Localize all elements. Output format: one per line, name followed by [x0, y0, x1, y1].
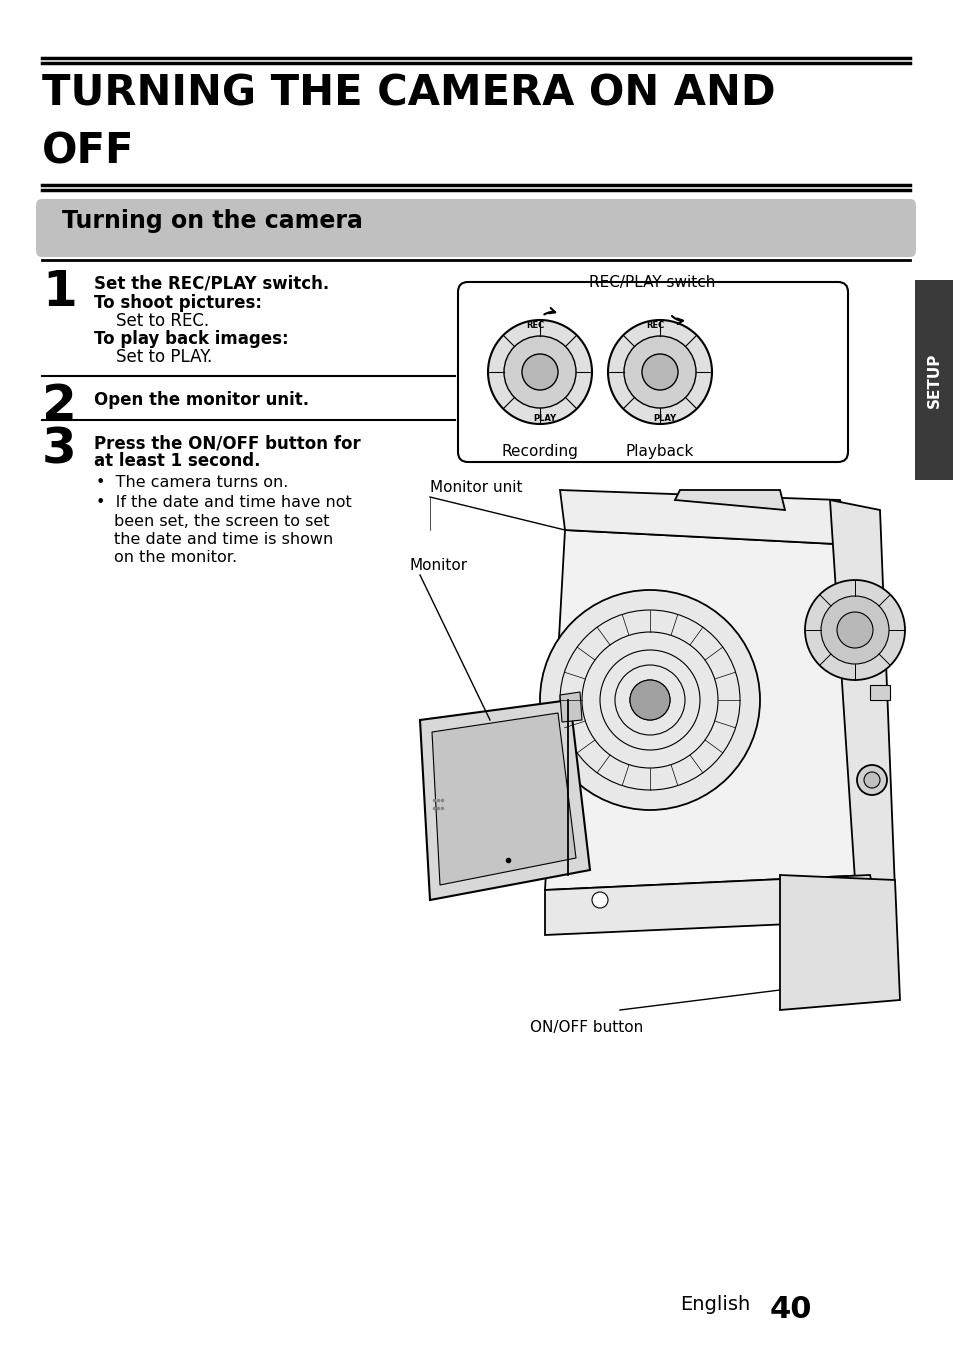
- Polygon shape: [544, 530, 869, 890]
- Text: Set the REC/PLAY switch.: Set the REC/PLAY switch.: [94, 274, 329, 293]
- Circle shape: [629, 681, 669, 720]
- Text: •  The camera turns on.: • The camera turns on.: [96, 475, 288, 490]
- Text: at least 1 second.: at least 1 second.: [94, 452, 260, 469]
- Circle shape: [592, 892, 607, 908]
- Text: Set to REC.: Set to REC.: [116, 312, 209, 330]
- Text: 1: 1: [42, 268, 77, 316]
- Bar: [914, 280, 953, 480]
- Text: Monitor: Monitor: [410, 558, 468, 573]
- Text: Set to PLAY.: Set to PLAY.: [116, 348, 212, 366]
- Polygon shape: [829, 500, 894, 890]
- Circle shape: [503, 336, 576, 408]
- Polygon shape: [419, 699, 589, 900]
- Circle shape: [804, 580, 904, 681]
- Polygon shape: [559, 490, 854, 545]
- Text: English: English: [679, 1295, 749, 1314]
- Text: 40: 40: [769, 1295, 812, 1323]
- Text: Open the monitor unit.: Open the monitor unit.: [94, 391, 309, 409]
- Circle shape: [521, 354, 558, 390]
- Polygon shape: [432, 713, 576, 885]
- FancyBboxPatch shape: [36, 199, 915, 257]
- Text: Turning on the camera: Turning on the camera: [62, 208, 362, 233]
- Circle shape: [607, 320, 711, 424]
- Text: SETUP: SETUP: [926, 352, 941, 408]
- Text: •  If the date and time have not: • If the date and time have not: [96, 495, 352, 510]
- FancyBboxPatch shape: [457, 282, 847, 461]
- Text: Recording: Recording: [501, 444, 578, 459]
- Text: PLAY: PLAY: [653, 414, 676, 422]
- Text: OFF: OFF: [42, 130, 134, 172]
- Polygon shape: [544, 876, 879, 935]
- Text: REC: REC: [525, 321, 543, 330]
- Text: PLAY: PLAY: [533, 414, 556, 422]
- Text: the date and time is shown: the date and time is shown: [113, 533, 333, 547]
- Text: 3: 3: [42, 426, 76, 473]
- Text: Playback: Playback: [625, 444, 694, 459]
- Text: been set, the screen to set: been set, the screen to set: [113, 514, 329, 529]
- Circle shape: [488, 320, 592, 424]
- Text: 2: 2: [42, 382, 77, 430]
- Circle shape: [623, 336, 696, 408]
- Circle shape: [856, 765, 886, 795]
- Circle shape: [863, 772, 879, 788]
- Text: To shoot pictures:: To shoot pictures:: [94, 295, 262, 312]
- Circle shape: [641, 354, 678, 390]
- Text: REC: REC: [645, 321, 663, 330]
- Polygon shape: [780, 876, 899, 1010]
- Text: TURNING THE CAMERA ON AND: TURNING THE CAMERA ON AND: [42, 73, 775, 114]
- Polygon shape: [559, 691, 581, 722]
- Text: Press the ON/OFF button for: Press the ON/OFF button for: [94, 434, 360, 452]
- Bar: [869, 685, 889, 699]
- Circle shape: [821, 596, 888, 664]
- Circle shape: [836, 612, 872, 648]
- Text: REC/PLAY switch: REC/PLAY switch: [588, 274, 715, 291]
- Text: Monitor unit: Monitor unit: [430, 480, 522, 495]
- Text: To play back images:: To play back images:: [94, 330, 289, 348]
- Circle shape: [539, 590, 760, 810]
- Text: on the monitor.: on the monitor.: [113, 550, 237, 565]
- Polygon shape: [675, 490, 784, 510]
- Text: ON/OFF button: ON/OFF button: [530, 1020, 642, 1036]
